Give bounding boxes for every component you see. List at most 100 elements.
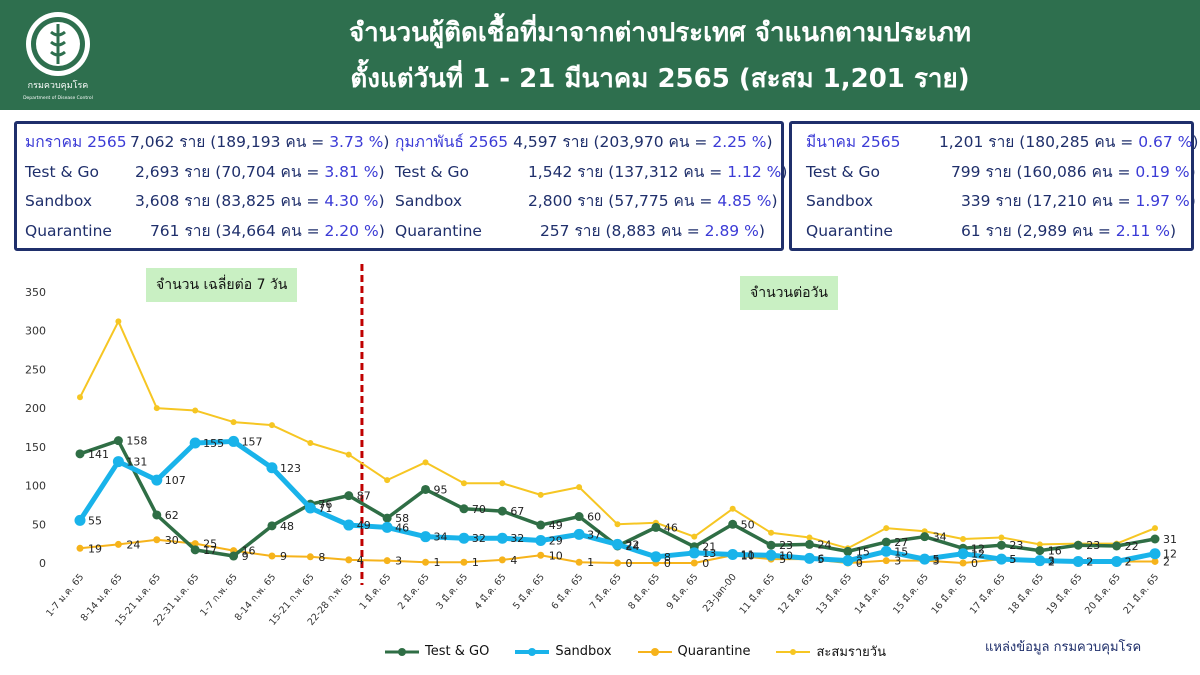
row-label: Sandbox — [806, 192, 874, 210]
row-pct: 3.73 % — [329, 133, 384, 151]
data-label-quarantine: 10 — [549, 549, 563, 562]
data-point-total — [576, 484, 583, 491]
summary-row: Sandbox 3,608 ราย (83,825 คน = 4.30 %) — [25, 187, 389, 217]
data-label-sandbox: 155 — [203, 437, 224, 450]
row-people: (17,210 คน = — [1026, 192, 1136, 210]
data-label-test_go: 9 — [242, 550, 249, 563]
legend-swatch-sandbox — [515, 647, 550, 656]
data-point-total — [1152, 525, 1158, 532]
data-point-total — [384, 477, 391, 484]
row-pct: 2.25 % — [712, 133, 767, 151]
data-label-test_go: 158 — [126, 435, 147, 448]
data-label-test_go: 23 — [1086, 539, 1100, 552]
summary-row: กุมภาพันธ์ 2565 4,597 ราย (203,970 คน = … — [395, 128, 787, 158]
data-label-quarantine: 1 — [587, 556, 594, 569]
row-cases: 761 ราย — [149, 221, 211, 240]
data-label-test_go: 141 — [88, 448, 109, 461]
data-point-sandbox — [1072, 555, 1084, 567]
row-cases: 257 ราย — [539, 221, 601, 240]
data-point-test_go — [382, 513, 392, 523]
data-point-sandbox — [612, 538, 623, 550]
data-point-sandbox — [266, 462, 278, 474]
legend-item-test-go: Test & GO — [385, 641, 489, 662]
row-people: (203,970 คน = — [593, 133, 713, 151]
summary-box-mar: มีนาคม 2565 1,201 ราย (180,285 คน = 0.67… — [789, 121, 1198, 251]
row-people: (70,704 คน = — [215, 162, 325, 181]
data-label-test_go: 87 — [357, 490, 371, 503]
data-label-quarantine: 1 — [434, 556, 441, 569]
data-point-sandbox — [1034, 555, 1046, 567]
row-cases: 1,201 ราย — [938, 133, 1015, 151]
data-label-test_go: 76 — [318, 498, 332, 511]
data-label-quarantine: 3 — [933, 555, 940, 568]
y-tick-label: 150 — [25, 441, 46, 454]
data-point-quarantine — [460, 558, 468, 566]
data-point-sandbox — [189, 437, 201, 449]
data-label-quarantine: 3 — [395, 555, 402, 568]
row-cases: 2,800 ราย — [527, 192, 604, 210]
data-label-quarantine: 16 — [242, 545, 256, 558]
logo-text: กรมควบคุมโรค — [28, 80, 89, 91]
data-label-quarantine: 19 — [88, 542, 102, 555]
data-label-test_go: 48 — [280, 520, 294, 533]
data-label-test_go: 62 — [165, 509, 179, 522]
data-point-quarantine — [498, 556, 506, 564]
x-tick-label: 4 มี.ค. 65 — [472, 571, 509, 612]
data-point-total — [192, 407, 199, 414]
data-point-quarantine — [268, 552, 276, 560]
data-point-quarantine — [422, 558, 430, 566]
data-point-test_go — [920, 532, 930, 542]
data-label-test_go: 22 — [1125, 540, 1139, 553]
data-point-sandbox — [1111, 555, 1123, 567]
data-label-sandbox: 71 — [318, 502, 332, 515]
data-point-total — [499, 480, 506, 487]
summary-box-jan-feb: มกราคม 2565 7,062 ราย (189,193 คน = 3.73… — [14, 121, 787, 251]
data-label-quarantine: 0 — [971, 557, 978, 570]
data-point-test_go — [881, 537, 891, 547]
row-cases: 3,608 ราย — [134, 192, 211, 210]
data-label-quarantine: 2 — [1086, 555, 1093, 568]
row-close: ) — [771, 192, 778, 210]
summary-row: Sandbox 2,800 ราย (57,775 คน = 4.85 %) — [395, 187, 787, 217]
data-point-sandbox — [535, 535, 547, 547]
data-point-test_go — [766, 540, 776, 550]
data-label-sandbox: 34 — [434, 531, 448, 544]
x-tick-label: 5 มี.ค. 65 — [510, 571, 547, 612]
summary-row: Quarantine 61 ราย (2,989 คน = 2.11 %) — [806, 217, 1198, 247]
row-people: (2,989 คน = — [1016, 221, 1116, 240]
data-label-sandbox: 29 — [549, 535, 563, 548]
data-point-sandbox — [304, 502, 316, 514]
data-point-test_go — [574, 512, 584, 522]
data-label-test_go: 49 — [549, 519, 563, 532]
data-point-test_go — [843, 546, 853, 556]
data-point-sandbox — [112, 456, 124, 468]
summary-row: Quarantine 761 ราย (34,664 คน = 2.20 %) — [25, 217, 389, 247]
header-banner: กรมควบคุมโรค Department of Disease Contr… — [0, 0, 1200, 110]
row-label: Quarantine — [25, 221, 112, 240]
summary-mar: มีนาคม 2565 1,201 ราย (180,285 คน = 0.67… — [806, 128, 1198, 246]
data-label-sandbox: 55 — [88, 514, 102, 527]
data-point-test_go — [1112, 541, 1122, 551]
data-point-total — [230, 419, 237, 426]
data-label-sandbox: 11 — [741, 548, 755, 561]
data-label-test_go: 12 — [971, 542, 985, 555]
summary-row: Test & Go 1,542 ราย (137,312 คน = 1.12 %… — [395, 158, 787, 188]
data-point-quarantine — [191, 540, 199, 548]
data-point-quarantine — [959, 559, 967, 567]
y-tick-label: 350 — [25, 286, 46, 299]
data-label-sandbox: 6 — [817, 552, 824, 565]
data-label-test_go: 95 — [434, 483, 448, 496]
data-point-quarantine — [575, 558, 583, 566]
data-label-test_go: 27 — [894, 536, 908, 549]
data-label-quarantine: 0 — [702, 557, 709, 570]
data-point-test_go — [1035, 546, 1045, 556]
data-label-sandbox: 10 — [779, 549, 793, 562]
data-point-total — [422, 459, 429, 466]
data-label-test_go: 60 — [587, 511, 601, 524]
row-cases: 4,597 ราย — [513, 133, 589, 151]
data-point-sandbox — [765, 549, 777, 561]
y-tick-label: 250 — [25, 363, 46, 376]
x-tick-label: 1-7 ก.พ. 65 — [198, 572, 240, 619]
data-point-test_go — [497, 506, 507, 516]
data-point-test_go — [804, 539, 814, 549]
